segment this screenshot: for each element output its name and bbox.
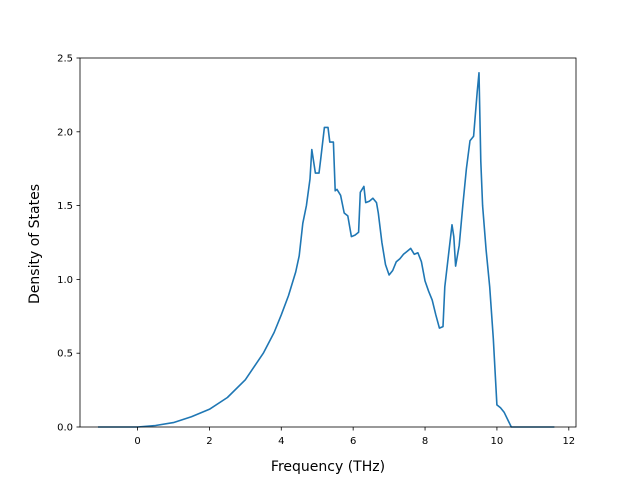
x-tick-label: 2	[206, 436, 212, 447]
plot-area	[79, 57, 577, 428]
y-tick-label: 1.0	[57, 275, 73, 286]
y-axis-label: Density of States	[27, 184, 43, 304]
x-tick-label: 6	[350, 436, 356, 447]
y-tick-label: 2.0	[57, 127, 73, 138]
x-tick-label: 4	[278, 436, 284, 447]
x-axis-label: Frequency (THz)	[271, 459, 385, 475]
y-tick-label: 1.5	[57, 201, 73, 212]
axes-frame	[79, 57, 577, 428]
x-tick-label: 8	[422, 436, 428, 447]
x-axis-ticks: 0 2 4 6 8 10 12	[134, 427, 575, 447]
dos-series-line	[98, 72, 555, 428]
y-tick-label: 2.5	[57, 54, 73, 65]
x-tick-label: 10	[491, 436, 504, 447]
x-tick-label: 12	[562, 436, 575, 447]
y-axis-ticks: 0.0 0.5 1.0 1.5 2.0 2.5	[57, 54, 80, 434]
y-tick-label: 0.5	[57, 349, 73, 360]
y-tick-label: 0.0	[57, 423, 73, 434]
x-tick-label: 0	[134, 436, 140, 447]
